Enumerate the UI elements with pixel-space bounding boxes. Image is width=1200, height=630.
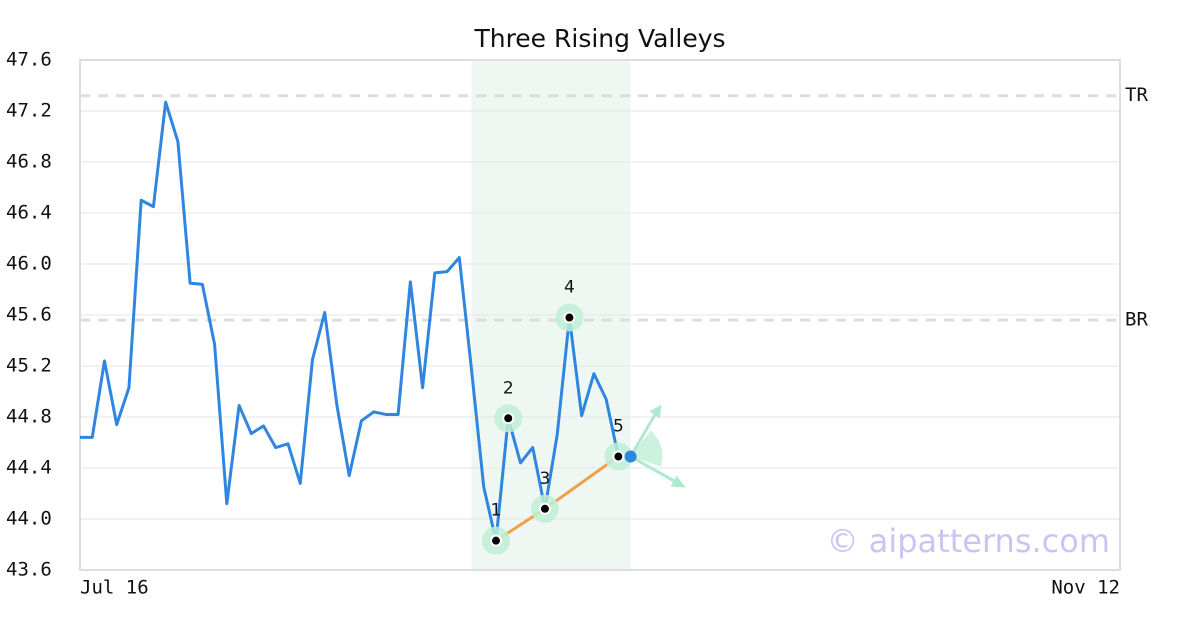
- pattern-point: [490, 534, 502, 547]
- y-tick-label: 44.0: [6, 508, 52, 530]
- pattern-label: 1: [491, 501, 502, 521]
- projection-fan: [630, 430, 663, 467]
- projection-arrow: [629, 407, 660, 458]
- watermark: © aipatterns.com: [827, 522, 1110, 560]
- y-tick-label: 47.2: [6, 100, 52, 122]
- pattern-label: 5: [613, 417, 624, 437]
- y-tick-label: 46.0: [6, 253, 52, 275]
- y-tick-label: 46.4: [6, 202, 52, 224]
- y-tick-label: 47.6: [6, 49, 52, 71]
- pattern-point: [502, 412, 515, 425]
- plot-border: [79, 59, 1121, 571]
- chart-title: Three Rising Valleys: [473, 24, 725, 53]
- series-line: [80, 100, 620, 543]
- y-tick-label: 45.2: [6, 355, 52, 377]
- x-tick-label: Jul 16: [80, 577, 149, 599]
- pattern-label: 4: [564, 278, 575, 298]
- pattern-label: 3: [540, 469, 551, 489]
- level-label: TR: [1125, 84, 1148, 106]
- pattern-point: [538, 502, 551, 515]
- pattern-point: [563, 311, 576, 324]
- y-tick-label: 43.6: [6, 559, 52, 581]
- pattern-point: [612, 450, 625, 463]
- arrow-head: [670, 475, 686, 488]
- y-tick-label: 44.4: [6, 457, 52, 479]
- last-point: [624, 450, 637, 463]
- y-tick-label: 44.8: [6, 406, 52, 428]
- y-tick-label: 45.6: [6, 304, 52, 326]
- arrow-head: [649, 404, 662, 419]
- pattern-label: 2: [503, 378, 514, 398]
- projection-arrow: [629, 455, 682, 486]
- level-label: BR: [1125, 309, 1148, 331]
- x-tick-label: Nov 12: [1051, 577, 1120, 599]
- y-tick-label: 46.8: [6, 151, 52, 173]
